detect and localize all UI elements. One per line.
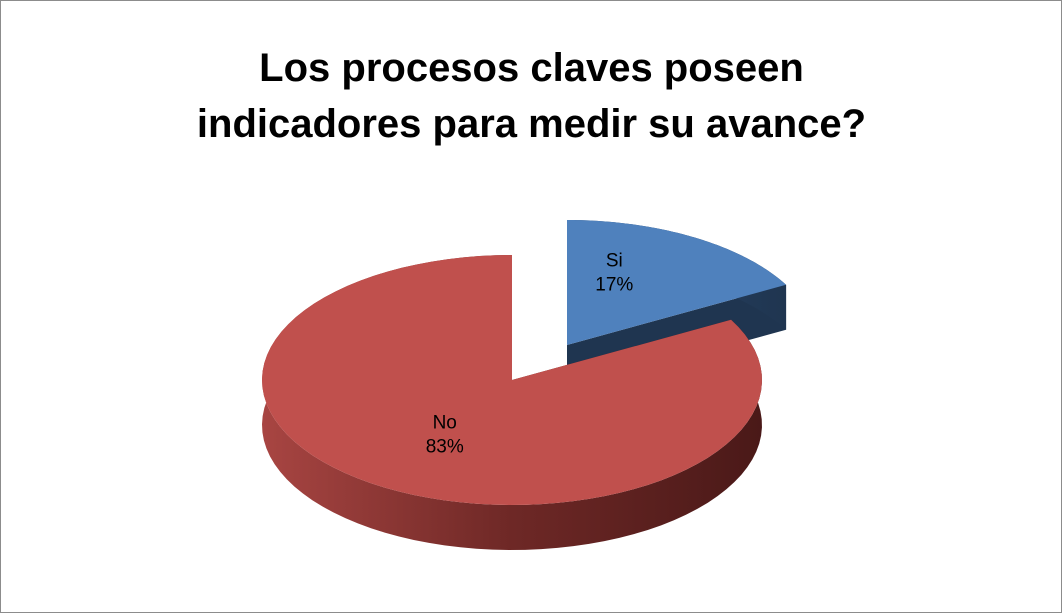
label-category: No xyxy=(433,412,457,433)
data-label: No 83% xyxy=(426,412,464,457)
data-label: Si 17% xyxy=(595,251,633,296)
pie-slice xyxy=(262,255,762,505)
label-value: 83% xyxy=(426,436,464,457)
chart-title: Los procesos claves poseen indicadores p… xyxy=(196,46,867,146)
label-value: 17% xyxy=(595,275,633,296)
label-category: Si xyxy=(606,251,623,272)
pie-slice xyxy=(567,220,787,345)
title-box: Los procesos claves poseen indicadores p… xyxy=(0,40,1063,152)
